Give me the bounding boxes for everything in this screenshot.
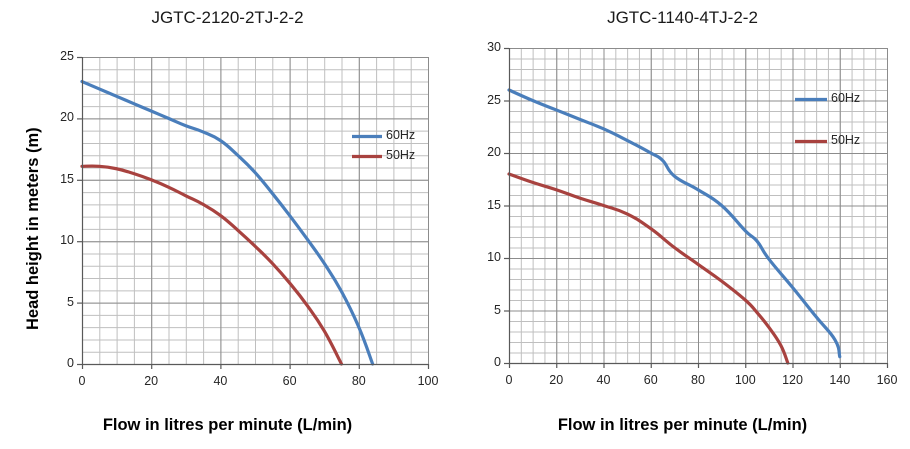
y-tick-label: 10 <box>487 250 501 264</box>
y-tick-label: 10 <box>60 233 74 248</box>
legend-label-60hz: 60Hz <box>831 91 861 105</box>
legend-label-50hz: 50Hz <box>831 133 861 147</box>
y-tick-label: 15 <box>60 171 74 186</box>
x-tick-label: 40 <box>213 374 228 388</box>
series-line-50hz <box>80 164 344 366</box>
chart-title-right: JGTC-1140-4TJ-2-2 <box>607 8 758 27</box>
x-tick-label: 60 <box>643 373 658 387</box>
y-tick-label: 20 <box>487 145 501 159</box>
plot-area-left <box>77 56 430 369</box>
legend-label-60hz: 60Hz <box>386 128 416 142</box>
y-tick-label: 25 <box>487 92 501 107</box>
x-axis-title-left: Flow in litres per minute (L/min) <box>102 416 353 434</box>
y-tick-label: 30 <box>487 40 501 54</box>
x-tick-label: 40 <box>596 373 611 387</box>
x-tick-label: 140 <box>829 373 851 387</box>
x-tick-label: 60 <box>282 374 297 388</box>
x-tick-label: 160 <box>876 373 898 387</box>
y-tick-label: 0 <box>67 356 74 370</box>
chart-panel-right: JGTC-1140-4TJ-2-2 Head height in meters … <box>455 0 910 449</box>
x-tick-label: 80 <box>691 373 705 387</box>
x-tick-label: 100 <box>417 374 439 388</box>
x-axis-title-right: Flow in litres per minute (L/min) <box>557 416 808 434</box>
y-tick-label: 0 <box>494 355 501 369</box>
y-tick-label: 25 <box>60 49 74 63</box>
chart-panel-left: JGTC-2120-2TJ-2-2 Head height in meters … <box>24 8 439 434</box>
y-tick-label: 15 <box>487 197 501 212</box>
x-tick-label: 100 <box>734 373 756 387</box>
y-tick-label: 5 <box>67 294 74 309</box>
x-tick-label: 120 <box>782 373 803 387</box>
plot-area-right <box>504 47 889 368</box>
y-tick-label: 20 <box>60 110 74 125</box>
legend-label-50hz: 50Hz <box>386 148 416 162</box>
x-tick-label: 20 <box>549 373 564 387</box>
x-tick-label: 0 <box>505 373 513 387</box>
chart-title-left: JGTC-2120-2TJ-2-2 <box>151 8 304 27</box>
x-tick-label: 80 <box>351 374 366 388</box>
y-tick-label: 5 <box>494 302 501 317</box>
series-line-50hz <box>507 172 790 365</box>
x-tick-label: 0 <box>78 374 86 388</box>
x-tick-label: 20 <box>144 374 159 388</box>
series-line-60hz <box>80 79 375 366</box>
series-line-60hz <box>507 88 842 359</box>
